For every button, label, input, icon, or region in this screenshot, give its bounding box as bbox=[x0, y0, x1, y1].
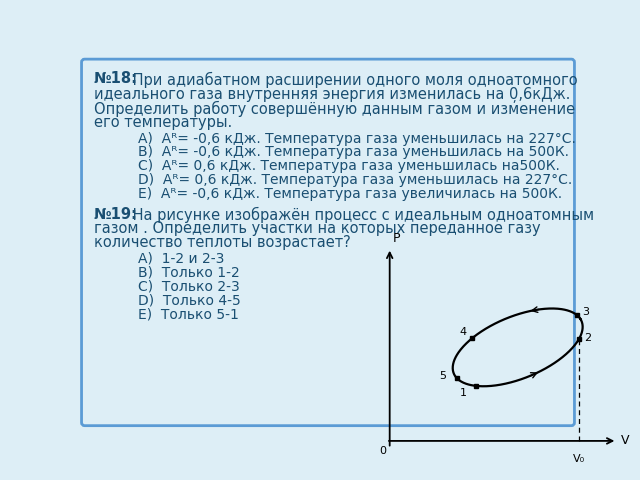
Text: B)  Только 1-2: B) Только 1-2 bbox=[138, 265, 240, 279]
Text: 1: 1 bbox=[460, 388, 467, 398]
Text: V₀: V₀ bbox=[573, 455, 585, 465]
Text: E)  Только 5-1: E) Только 5-1 bbox=[138, 307, 239, 321]
Text: Определить работу совершённую данным газом и изменение: Определить работу совершённую данным газ… bbox=[94, 101, 575, 117]
Text: A)  Aᴿ= -0,6 кДж. Температура газа уменьшилась на 227°C.: A) Aᴿ= -0,6 кДж. Температура газа уменьш… bbox=[138, 132, 576, 145]
Text: 0: 0 bbox=[379, 446, 386, 456]
Text: 4: 4 bbox=[460, 327, 467, 337]
Text: На рисунке изображён процесс с идеальным одноатомным: На рисунке изображён процесс с идеальным… bbox=[128, 207, 594, 223]
FancyBboxPatch shape bbox=[81, 59, 575, 426]
Text: C)  Aᴿ= 0,6 кДж. Температура газа уменьшилась на500К.: C) Aᴿ= 0,6 кДж. Температура газа уменьши… bbox=[138, 159, 560, 173]
Text: 3: 3 bbox=[582, 307, 589, 317]
Text: количество теплоты возрастает?: количество теплоты возрастает? bbox=[94, 235, 351, 250]
Text: идеального газа внутренняя энергия изменилась на 0̦,6кДж.: идеального газа внутренняя энергия измен… bbox=[94, 87, 570, 103]
Text: 2: 2 bbox=[584, 333, 591, 343]
Text: D)  Aᴿ= 0,6 кДж. Температура газа уменьшилась на 227°C.: D) Aᴿ= 0,6 кДж. Температура газа уменьши… bbox=[138, 173, 572, 187]
Text: №19:: №19: bbox=[94, 207, 138, 222]
Text: его температуры.: его температуры. bbox=[94, 115, 232, 130]
Text: E)  Aᴿ= -0,6 кДж. Температура газа увеличилась на 500К.: E) Aᴿ= -0,6 кДж. Температура газа увелич… bbox=[138, 187, 563, 201]
Text: B)  Aᴿ= -0,6 кДж. Температура газа уменьшилась на 500К.: B) Aᴿ= -0,6 кДж. Температура газа уменьш… bbox=[138, 145, 569, 159]
Text: газом . Определить участки на которых переданное газу: газом . Определить участки на которых пе… bbox=[94, 221, 541, 236]
Text: 5: 5 bbox=[439, 372, 446, 382]
Text: C)  Только 2-3: C) Только 2-3 bbox=[138, 279, 240, 293]
Text: P: P bbox=[392, 232, 400, 245]
Text: V: V bbox=[621, 434, 629, 447]
Text: D)  Только 4-5: D) Только 4-5 bbox=[138, 293, 241, 307]
Text: A)  1-2 и 2-3: A) 1-2 и 2-3 bbox=[138, 252, 225, 265]
Text: При адиабатном расширении одного моля одноатомного: При адиабатном расширении одного моля од… bbox=[128, 72, 578, 88]
Text: №18:: №18: bbox=[94, 72, 138, 86]
